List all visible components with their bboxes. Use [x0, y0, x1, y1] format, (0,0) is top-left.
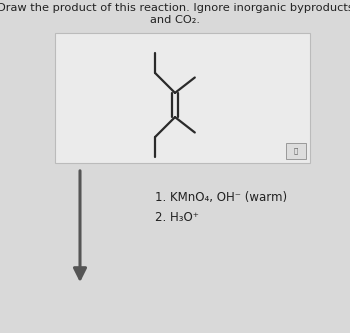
- FancyBboxPatch shape: [286, 143, 306, 159]
- Bar: [55, 33, 310, 163]
- Text: and CO₂.: and CO₂.: [150, 15, 200, 25]
- Text: 2. H₃O⁺: 2. H₃O⁺: [155, 211, 199, 224]
- Text: 1. KMnO₄, OH⁻ (warm): 1. KMnO₄, OH⁻ (warm): [155, 191, 287, 204]
- Text: Draw the product of this reaction. Ignore inorganic byproducts: Draw the product of this reaction. Ignor…: [0, 3, 350, 13]
- Text: 🔍: 🔍: [294, 148, 298, 154]
